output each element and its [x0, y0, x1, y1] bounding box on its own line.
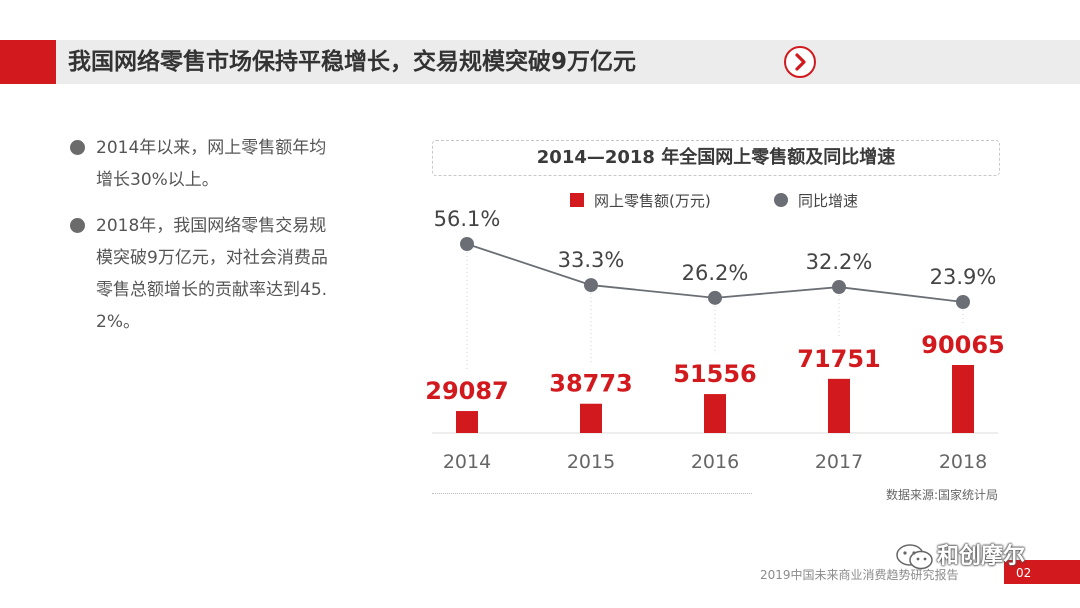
footer-accent-tab: [1004, 560, 1080, 584]
x-tick-label: 2016: [691, 451, 739, 473]
growth-point: [460, 237, 474, 251]
x-tick-label: 2018: [939, 451, 987, 473]
legend-label-line: 同比增速: [798, 192, 858, 210]
title-banner: 我国网络零售市场保持平稳增长，交易规模突破9万亿元: [0, 40, 1080, 84]
growth-value-label: 32.2%: [806, 250, 873, 274]
bar: [828, 378, 850, 433]
chart-source: 数据来源:国家统计局: [885, 488, 998, 502]
chart-title-box: 2014—2018 年全国网上零售额及同比增速: [432, 140, 1000, 176]
chevron-right-circle-icon[interactable]: [784, 46, 816, 78]
legend-swatch-line: [774, 193, 788, 207]
growth-point: [956, 295, 970, 309]
growth-value-label: 33.3%: [558, 248, 625, 272]
report-title: 2019中国未来商业消费趋势研究报告: [760, 568, 959, 582]
bar-value-label: 29087: [425, 377, 509, 405]
source-divider: [432, 493, 752, 494]
growth-point: [708, 290, 722, 305]
title-accent-bar: [0, 40, 56, 84]
bar: [580, 403, 602, 433]
bar: [952, 365, 974, 433]
growth-value-label: 56.1%: [434, 207, 501, 231]
legend-swatch-bar: [570, 193, 584, 207]
bullet-dot-icon: [70, 140, 85, 155]
bullet-text: 2018年，我国网络零售交易规模突破9万亿元，对社会消费品零售总额增长的贡献率达…: [96, 216, 328, 332]
watermark: 和创摩尔: [895, 540, 1045, 574]
bullet-item: 2014年以来，网上零售额年均增长30%以上。: [70, 132, 340, 196]
bar-value-label: 90065: [921, 331, 1005, 359]
growth-point: [584, 278, 598, 293]
bar: [456, 411, 478, 433]
bar-value-label: 51556: [673, 360, 757, 388]
bar: [704, 394, 726, 433]
x-tick-label: 2014: [443, 451, 491, 473]
x-tick-label: 2017: [815, 451, 863, 473]
legend-label-bar: 网上零售额(万元): [594, 192, 711, 210]
page-number: 02: [1016, 566, 1032, 580]
bullet-text: 2014年以来，网上零售额年均增长30%以上。: [96, 138, 327, 190]
chart-title: 2014—2018 年全国网上零售额及同比增速: [536, 147, 896, 168]
x-tick-label: 2015: [567, 451, 615, 473]
bar-value-label: 71751: [797, 345, 881, 373]
growth-value-label: 23.9%: [930, 265, 997, 289]
wechat-icon: [896, 544, 933, 570]
bullet-item: 2018年，我国网络零售交易规模突破9万亿元，对社会消费品零售总额增长的贡献率达…: [70, 210, 340, 338]
growth-value-label: 26.2%: [682, 261, 749, 285]
bar-value-label: 38773: [549, 370, 633, 398]
bullet-dot-icon: [70, 218, 85, 233]
page-title: 我国网络零售市场保持平稳增长，交易规模突破9万亿元: [68, 49, 637, 75]
watermark-text: 和创摩尔: [937, 544, 1026, 569]
growth-point: [832, 280, 846, 295]
